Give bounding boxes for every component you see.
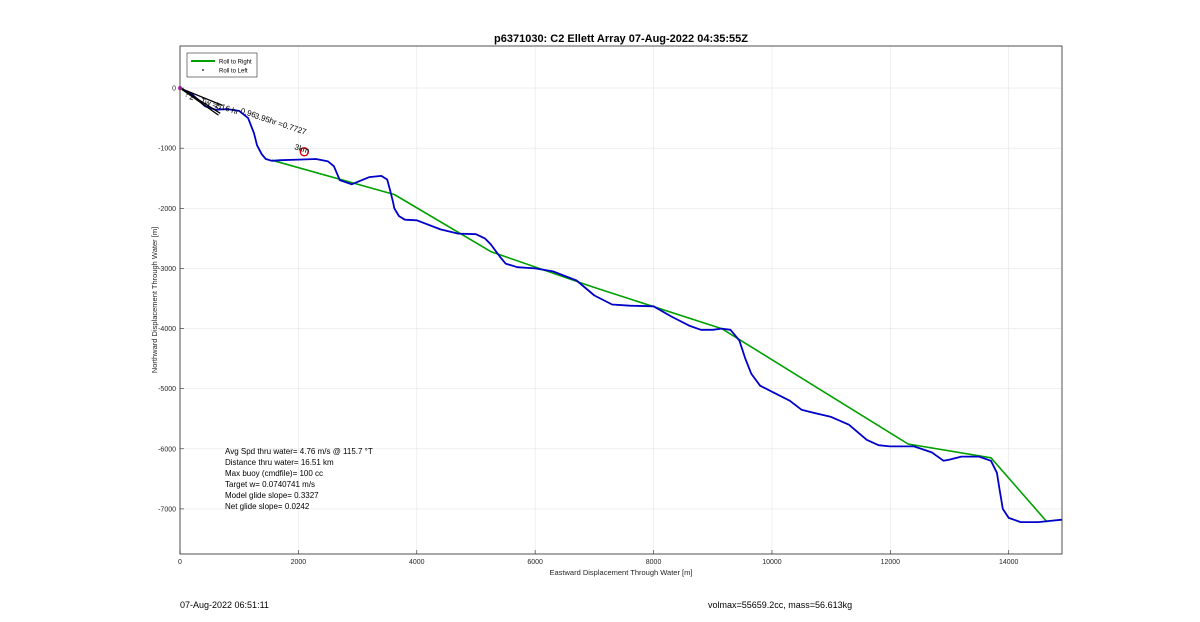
x-axis-label: Eastward Displacement Through Water [m] <box>550 568 693 577</box>
stats-distance: Distance thru water= 16.51 km <box>225 458 334 467</box>
x-tick-label: 6000 <box>527 559 543 566</box>
legend-box <box>186 52 258 78</box>
x-axis-ticks: 0 2000 4000 6000 8000 10000 12000 14000 <box>178 550 1019 566</box>
stats-avg-speed: Avg Spd thru water= 4.76 m/s @ 115.7 °T <box>225 447 373 456</box>
stats-model-glide-slope: Model glide slope= 0.3327 <box>225 491 319 500</box>
x-tick-label: 14000 <box>999 559 1019 566</box>
x-tick-label: 10000 <box>762 559 782 566</box>
heading-arrow-line <box>179 87 223 107</box>
x-tick-label: 0 <box>178 559 182 566</box>
stats-block: Avg Spd thru water= 4.76 m/s @ 115.7 °T … <box>225 447 373 511</box>
y-tick-label: -2000 <box>158 206 176 213</box>
series-layer <box>179 87 1063 523</box>
legend[interactable]: Roll to Right Roll to Left <box>186 52 258 78</box>
footer-volume-mass: volmax=55659.2cc, mass=56.613kg <box>708 600 853 610</box>
stats-target-w: Target w= 0.0740741 m/s <box>225 480 315 489</box>
chart-title: p6371030: C2 Ellett Array 07-Aug-2022 04… <box>494 33 748 45</box>
plot-frame <box>179 45 1063 555</box>
y-tick-label: -7000 <box>158 506 176 513</box>
y-axis-ticks: 0 -1000 -2000 -3000 -4000 -5000 -6000 -7000 <box>158 86 184 513</box>
grid-layer <box>179 46 1062 554</box>
stats-net-glide-slope: Net glide slope= 0.0242 <box>225 502 310 511</box>
y-tick-label: -4000 <box>158 326 176 333</box>
x-tick-label: 2000 <box>291 559 307 566</box>
y-axis-label: Northward Displacement Through Water [m] <box>150 227 159 373</box>
y-tick-label: -3000 <box>158 266 176 273</box>
y-tick-label: -6000 <box>158 446 176 453</box>
inplot-annotation: ? <box>183 89 191 99</box>
inplot-annotation: 2 <box>188 92 196 102</box>
heading-arrow-line <box>179 87 221 114</box>
y-tick-label: 0 <box>172 86 176 93</box>
stats-max-buoy: Max buoy (cmdfile)= 100 cc <box>225 469 323 478</box>
y-tick-label: -1000 <box>158 146 176 153</box>
series-line-track <box>179 87 1063 523</box>
legend-roll-right-label: Roll to Right <box>219 60 252 66</box>
inplot-annotation: 3.95hr =0.7727 <box>253 111 308 136</box>
marker-circle <box>299 147 309 157</box>
inplot-annotation: 3km <box>293 142 310 155</box>
series-line-roll-to-right <box>271 159 1048 523</box>
legend-roll-left-swatch <box>202 69 204 71</box>
y-tick-label: -5000 <box>158 386 176 393</box>
x-tick-label: 4000 <box>409 559 425 566</box>
legend-roll-left-label: Roll to Left <box>219 69 248 75</box>
footer-timestamp: 07-Aug-2022 06:51:11 <box>180 600 269 610</box>
x-tick-label: 12000 <box>881 559 901 566</box>
x-tick-label: 8000 <box>646 559 662 566</box>
